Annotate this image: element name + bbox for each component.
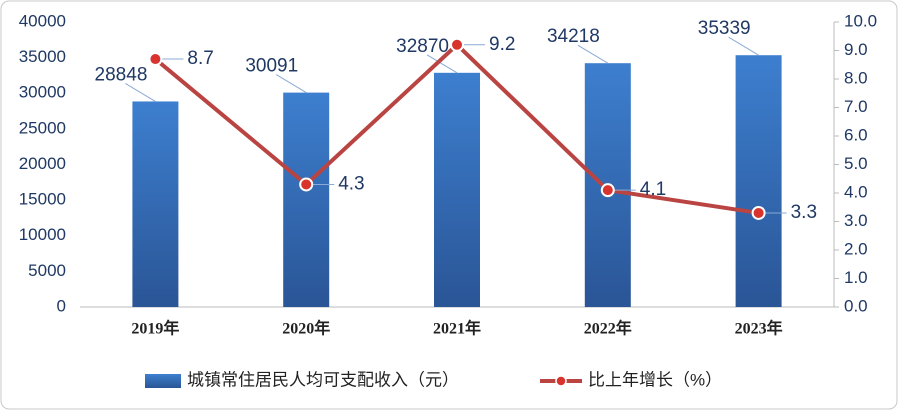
- line-marker: [450, 37, 464, 52]
- bar: [735, 55, 782, 307]
- bar-value-label: 28848: [95, 64, 148, 85]
- y2-tick-label: 10.0: [844, 11, 877, 30]
- bar-value-label: 34218: [547, 26, 600, 47]
- line-marker: [600, 183, 615, 198]
- line-marker: [751, 205, 766, 220]
- y2-tick-label: 5.0: [844, 154, 868, 173]
- y-tick-label: 0: [57, 296, 66, 315]
- y2-tick-label: 9.0: [844, 40, 868, 59]
- bar: [132, 101, 179, 307]
- y-tick-label: 15000: [19, 190, 66, 209]
- y-tick-label: 5000: [28, 261, 66, 280]
- bar-value-label: 30091: [245, 56, 298, 77]
- line-value-label: 4.1: [640, 179, 666, 200]
- line-value-label: 3.3: [791, 202, 817, 223]
- label-leader: [275, 74, 307, 94]
- label-leader: [125, 83, 156, 102]
- x-tick-label: 2019年: [131, 319, 179, 338]
- y-tick-label: 10000: [19, 225, 66, 244]
- legend-label: 比上年增长（%）: [588, 370, 722, 389]
- bar-value-label: 32870: [396, 36, 449, 57]
- y2-tick-label: 0.0: [844, 296, 868, 315]
- y2-tick-label: 1.0: [844, 268, 868, 287]
- legend-label: 城镇常住居民人均可支配收入（元）: [187, 370, 459, 389]
- y2-tick-label: 8.0: [844, 68, 868, 87]
- line-marker: [299, 177, 314, 192]
- line-marker: [148, 52, 163, 67]
- x-tick-label: 2021年: [433, 319, 481, 338]
- x-tick-label: 2020年: [282, 319, 330, 338]
- label-leader: [426, 54, 458, 74]
- bar: [283, 92, 330, 307]
- x-tick-label: 2022年: [584, 319, 632, 338]
- y2-tick-label: 7.0: [844, 97, 868, 116]
- label-leader: [577, 44, 609, 64]
- bar-value-label: 35339: [698, 18, 751, 39]
- y2-tick-label: 6.0: [844, 125, 868, 144]
- y2-tick-label: 3.0: [844, 211, 868, 230]
- line-value-label: 4.3: [338, 173, 364, 194]
- line-value-label: 9.2: [489, 34, 515, 55]
- y-tick-label: 30000: [19, 83, 66, 102]
- x-tick-label: 2023年: [735, 319, 783, 338]
- y2-tick-label: 4.0: [844, 182, 868, 201]
- y2-tick-label: 2.0: [844, 239, 868, 258]
- label-leader: [728, 36, 759, 56]
- y-tick-label: 40000: [19, 11, 66, 30]
- line-value-label: 8.7: [187, 48, 213, 69]
- bar: [434, 72, 480, 308]
- y-tick-label: 25000: [19, 118, 66, 137]
- legend-marker: [555, 375, 567, 387]
- y-tick-label: 35000: [19, 47, 66, 66]
- y-tick-label: 20000: [19, 154, 66, 173]
- legend-swatch: [145, 374, 181, 388]
